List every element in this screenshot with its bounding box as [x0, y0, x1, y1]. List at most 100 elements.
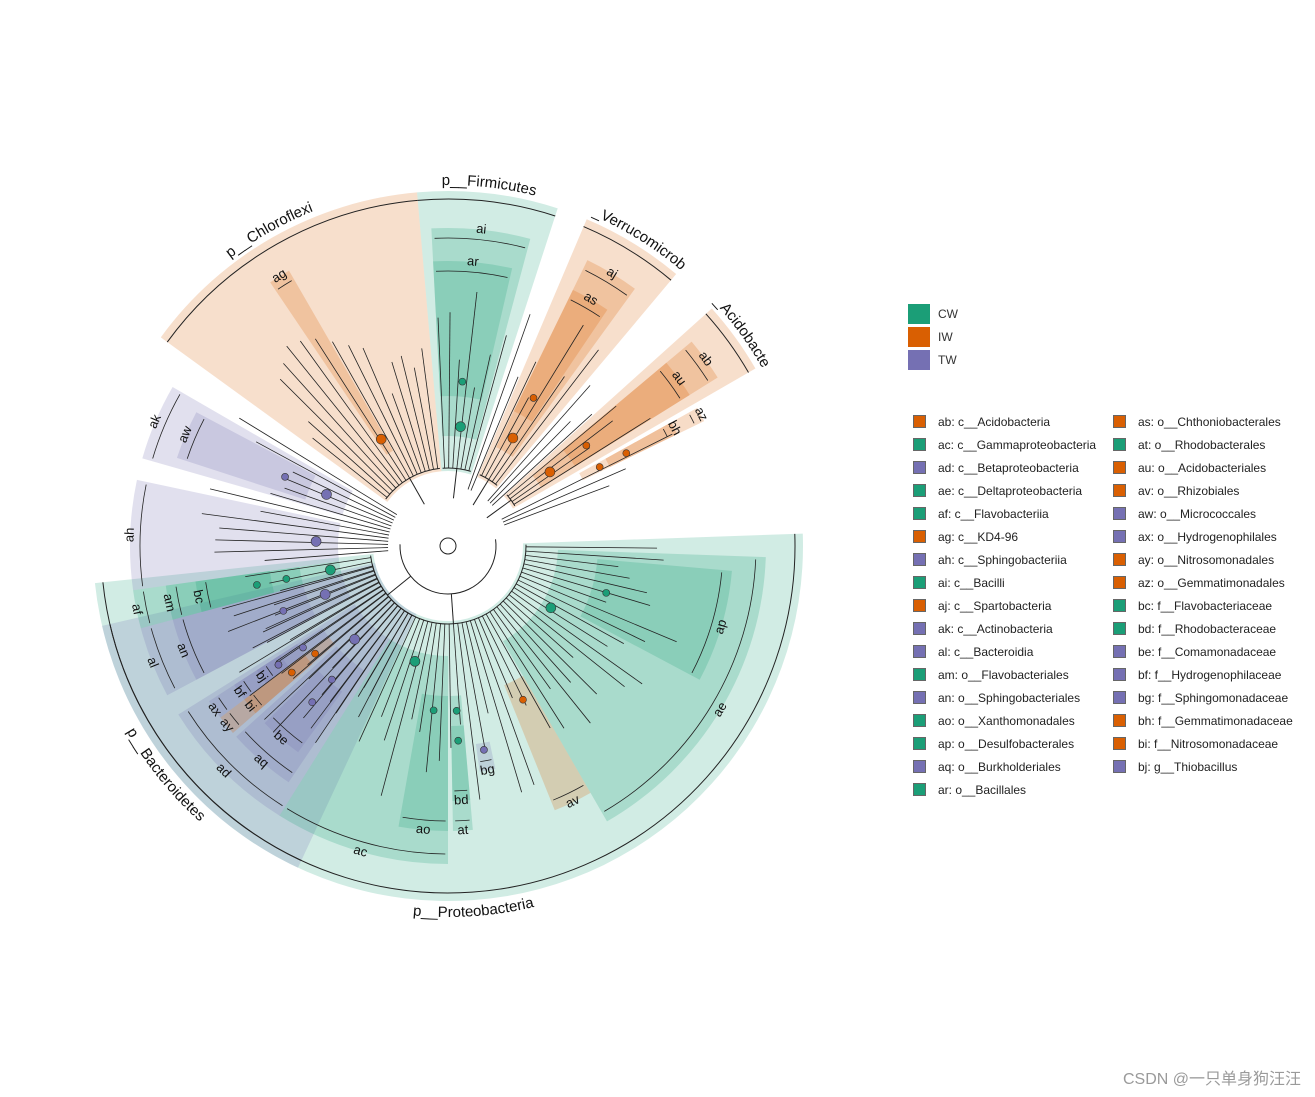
taxa-swatch: [913, 668, 926, 681]
group-swatch-tw: [908, 349, 930, 370]
clade-sector: [176, 412, 316, 500]
taxa-legend-item: bc: f__Flavobacteriaceae: [1113, 594, 1313, 617]
taxa-label: ay: o__Nitrosomonadales: [1138, 552, 1275, 567]
taxa-legend-column-1: ab: c__Acidobacteria ac: c__Gammaproteoba…: [913, 410, 1113, 801]
tree-leaf-branch: [262, 578, 378, 633]
tree-leaf-branch: [465, 621, 489, 714]
taxa-legend-item: al: c__Bacteroidia: [913, 640, 1113, 663]
clade-sector: [172, 584, 316, 680]
tree-leaf-branch: [363, 612, 409, 688]
taxa-legend-item: au: o__Acidobacteriales: [1113, 456, 1313, 479]
taxa-label: ab: c__Acidobacteria: [938, 414, 1051, 429]
taxa-legend-item: an: o__Sphingobacteriales: [913, 686, 1113, 709]
clade-sector: [532, 341, 718, 488]
clade-label: ae: [710, 699, 730, 719]
tree-branch: [387, 575, 412, 596]
tree-leaf-branch: [487, 385, 591, 502]
clade-arc: [604, 559, 757, 812]
tree-leaf-branch: [489, 421, 571, 504]
taxa-label: av: o__Rhizobiales: [1138, 483, 1240, 498]
taxa-label: as: o__Chthoniobacterales: [1138, 414, 1281, 429]
tree-leaf-branch: [495, 349, 599, 485]
tree-leaf-branch: [502, 600, 598, 695]
clade-arc: [662, 428, 668, 437]
taxa-swatch: [913, 553, 926, 566]
taxa-label: ad: c__Betaproteobacteria: [938, 460, 1079, 475]
taxa-swatch: [913, 737, 926, 750]
clade-node: [311, 649, 319, 658]
clade-sector: [579, 407, 705, 481]
tree-leaf-branch: [299, 340, 403, 483]
tree-leaf-branch: [307, 596, 389, 666]
taxa-label: bj: g__Thiobacillus: [1138, 759, 1238, 774]
taxa-legend-item: bd: f__Rhodobacteraceae: [1113, 617, 1313, 640]
clade-label: an: [174, 641, 193, 660]
clade-sector: [178, 604, 390, 816]
tree-leaf-branch: [264, 550, 389, 561]
clade-sector: [431, 228, 531, 440]
tree-leaf-branch: [283, 477, 393, 524]
taxa-legend-item: be: f__Comamonadaceae: [1113, 640, 1313, 663]
tree-leaf-branch: [469, 620, 523, 793]
tree-leaf-branch: [358, 616, 417, 742]
clade-arc: [187, 711, 283, 807]
taxa-label: ac: c__Gammaproteobacteria: [938, 437, 1097, 452]
tree-leaf-branch: [266, 582, 380, 643]
clade-sector: [140, 574, 351, 696]
tree-leaf-branch: [286, 345, 400, 486]
clade-label: ac: [352, 842, 370, 860]
clade-node: [299, 643, 307, 652]
clade-node: [308, 698, 316, 707]
tree-leaf-branch: [522, 567, 651, 606]
taxa-legend-item: az: o__Gemmatimonadales: [1113, 571, 1313, 594]
phylum-sector: [417, 191, 558, 475]
tree-leaf-branch: [303, 605, 399, 719]
group-legend-item: IW: [908, 325, 958, 348]
tree-leaf-branch: [513, 417, 651, 505]
tree-leaf-branch: [419, 623, 437, 733]
taxa-swatch: [1113, 507, 1126, 520]
taxa-label: an: o__Sphingobacteriales: [938, 690, 1081, 705]
tree-leaf-branch: [501, 433, 673, 520]
tree-leaf-branch: [493, 609, 551, 690]
group-swatch-cw: [908, 303, 930, 324]
tree-leaf-branch: [457, 623, 481, 800]
clade-node: [602, 589, 611, 597]
root-node: [439, 537, 457, 555]
clade-node: [519, 695, 527, 704]
tree-leaf-branch: [521, 571, 607, 603]
tree-leaf-branch: [488, 324, 584, 480]
clade-sector: [279, 639, 448, 864]
taxa-label: ax: o__Hydrogenophilales: [1138, 529, 1277, 544]
clade-sector: [195, 571, 275, 612]
tree-leaf-branch: [252, 581, 380, 649]
tree-leaf-branch: [222, 566, 373, 610]
tree-leaf-branch: [448, 623, 452, 748]
clade-arc: [150, 628, 176, 689]
taxa-legend-item: bg: f__Sphingomonadaceae: [1113, 686, 1313, 709]
taxa-swatch: [1113, 737, 1126, 750]
tree-leaf-branch: [280, 565, 373, 592]
tree-leaf-branch: [308, 421, 391, 495]
taxa-label: bg: f__Sphingomonadaceae: [1138, 690, 1289, 705]
phylum-arc: [166, 199, 418, 343]
clade-label: aw: [175, 423, 196, 445]
tree-leaf-branch: [348, 345, 414, 477]
tree-leaf-branch: [292, 596, 390, 679]
clade-node: [458, 377, 467, 386]
clade-sector: [503, 549, 766, 822]
clade-node: [321, 489, 332, 500]
tree-leaf-branch: [284, 487, 392, 527]
taxa-label: ao: o__Xanthomonadales: [938, 713, 1075, 728]
taxa-label: aj: c__Spartobacteria: [938, 598, 1052, 613]
tree-leaf-branch: [525, 550, 664, 561]
taxa-swatch: [913, 599, 926, 612]
taxa-legend-item: ap: o__Desulfobacterales: [913, 732, 1113, 755]
phylum-arc: [109, 623, 302, 861]
taxa-swatch: [913, 783, 926, 796]
tree-leaf-branch: [381, 618, 421, 717]
tree-leaf-branch: [219, 527, 389, 542]
clade-node: [325, 564, 336, 576]
tree-leaf-branch: [281, 593, 387, 674]
clade-label: bg: [479, 761, 496, 778]
